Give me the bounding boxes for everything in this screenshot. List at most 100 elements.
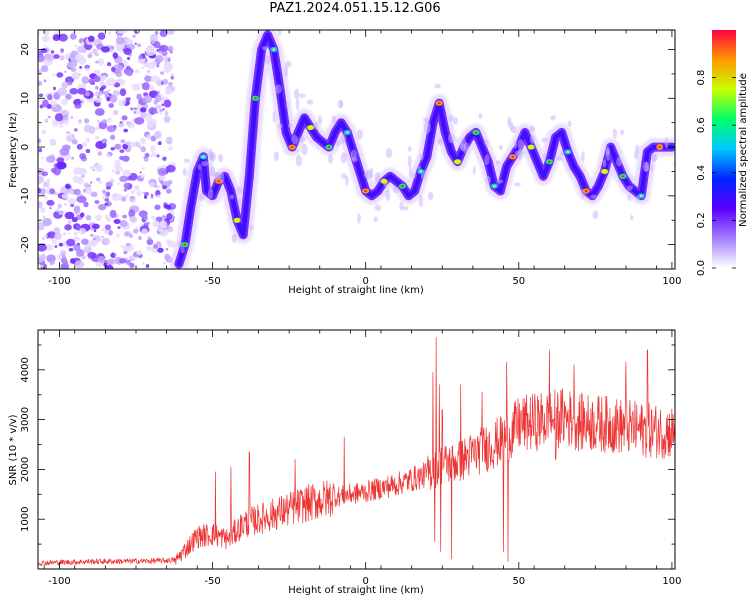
- noise-speckle: [69, 87, 78, 95]
- colorbar-tick-label: 0.0: [696, 260, 707, 276]
- noise-speckle: [125, 65, 131, 71]
- signal-smudge: [478, 113, 483, 119]
- noise-speckle: [163, 215, 166, 218]
- noise-speckle: [42, 237, 45, 240]
- noise-speckle: [156, 154, 160, 158]
- noise-speckle: [157, 90, 161, 95]
- signal-peak: [201, 155, 205, 158]
- signal-smudge: [291, 134, 299, 145]
- noise-speckle: [60, 48, 64, 53]
- noise-speckle: [109, 209, 117, 219]
- signal-smudge: [274, 84, 282, 94]
- noise-speckle: [138, 54, 144, 60]
- noise-speckle: [147, 236, 152, 240]
- noise-speckle: [139, 107, 147, 113]
- spectrogram-x-ticks: -100 -50 0 50 100: [43, 30, 681, 287]
- snr-panel: -100 -50 0 50 100 1000 2000 3000 4000 Height of…: [8, 329, 681, 596]
- signal-smudge: [605, 146, 610, 156]
- signal-peak: [217, 180, 221, 183]
- noise-speckle: [87, 251, 97, 259]
- noise-speckle: [89, 221, 93, 225]
- noise-speckle: [109, 153, 112, 156]
- signal-smudge: [301, 143, 308, 156]
- noise-speckle: [144, 75, 153, 82]
- noise-speckle: [123, 188, 127, 192]
- noise-speckle: [42, 217, 52, 227]
- signal-smudge: [181, 279, 188, 287]
- noise-speckle: [112, 110, 119, 116]
- noise-speckle: [159, 228, 165, 233]
- noise-speckle: [87, 240, 96, 247]
- noise-speckle: [65, 93, 72, 100]
- noise-speckle: [120, 139, 126, 144]
- signal-peak: [254, 97, 257, 100]
- noise-speckle: [53, 167, 62, 176]
- noise-speckle: [100, 46, 110, 53]
- noise-speckle: [145, 45, 152, 53]
- noise-speckle: [44, 44, 47, 48]
- noise-speckle: [140, 66, 145, 70]
- spectrogram-y-ticks: -20 -10 0 10 20: [20, 43, 675, 270]
- noise-speckle: [165, 109, 168, 112]
- noise-speckle: [110, 134, 116, 140]
- noise-speckle: [69, 132, 75, 139]
- noise-speckle: [160, 81, 164, 85]
- noise-speckle: [67, 61, 77, 69]
- noise-speckle: [140, 110, 147, 119]
- noise-speckle: [113, 218, 121, 224]
- noise-speckle: [163, 262, 166, 265]
- noise-speckle: [122, 214, 128, 219]
- noise-speckle: [85, 148, 91, 154]
- noise-speckle: [154, 94, 162, 103]
- y-tick-label: -10: [20, 188, 31, 204]
- noise-speckle: [61, 193, 69, 199]
- noise-speckle: [168, 81, 174, 86]
- noise-speckle: [136, 190, 143, 196]
- signal-smudge: [620, 129, 625, 136]
- noise-speckle: [163, 99, 172, 108]
- noise-speckle: [97, 204, 107, 211]
- noise-speckle: [146, 69, 151, 73]
- x-tick-label: 100: [662, 276, 681, 287]
- signal-smudge: [277, 123, 283, 129]
- signal-smudge: [295, 97, 300, 110]
- noise-speckle: [45, 244, 54, 251]
- noise-speckle: [83, 245, 92, 254]
- noise-speckle: [164, 159, 167, 162]
- signal-smudge: [331, 115, 337, 124]
- snr-y-ticks: 1000 2000 3000 4000: [20, 344, 675, 570]
- signal-smudge: [514, 182, 521, 187]
- noise-speckle: [163, 65, 172, 74]
- noise-speckle: [123, 48, 133, 56]
- figure-title: PAZ1.2024.051.15.12.G06: [269, 1, 441, 16]
- noise-speckle: [89, 165, 95, 170]
- noise-speckle: [105, 186, 111, 190]
- noise-speckle: [69, 33, 77, 40]
- signal-smudge: [237, 197, 242, 208]
- noise-speckle: [58, 242, 64, 247]
- noise-speckle: [94, 86, 98, 90]
- signal-smudge: [602, 159, 607, 168]
- signal-smudge: [423, 121, 431, 134]
- noise-speckle: [80, 212, 85, 218]
- noise-speckle: [102, 196, 105, 199]
- noise-speckle: [105, 181, 113, 188]
- noise-speckle: [81, 255, 87, 260]
- noise-speckle: [87, 53, 93, 59]
- noise-speckle: [53, 54, 60, 59]
- noise-speckle: [122, 169, 132, 177]
- noise-speckle: [157, 247, 164, 253]
- signal-peak: [419, 170, 423, 173]
- signal-track-core: [176, 32, 675, 267]
- signal-peak: [401, 184, 404, 188]
- y-tick-label: 0: [20, 144, 31, 150]
- signal-smudge: [293, 88, 300, 99]
- noise-speckle: [115, 165, 124, 172]
- signal-smudge: [629, 214, 634, 221]
- y-tick-label: 20: [20, 43, 31, 56]
- noise-speckle: [162, 185, 168, 190]
- noise-speckle: [103, 90, 110, 96]
- signal-smudge: [288, 123, 293, 128]
- noise-speckle: [73, 231, 78, 237]
- noise-speckle: [58, 33, 68, 42]
